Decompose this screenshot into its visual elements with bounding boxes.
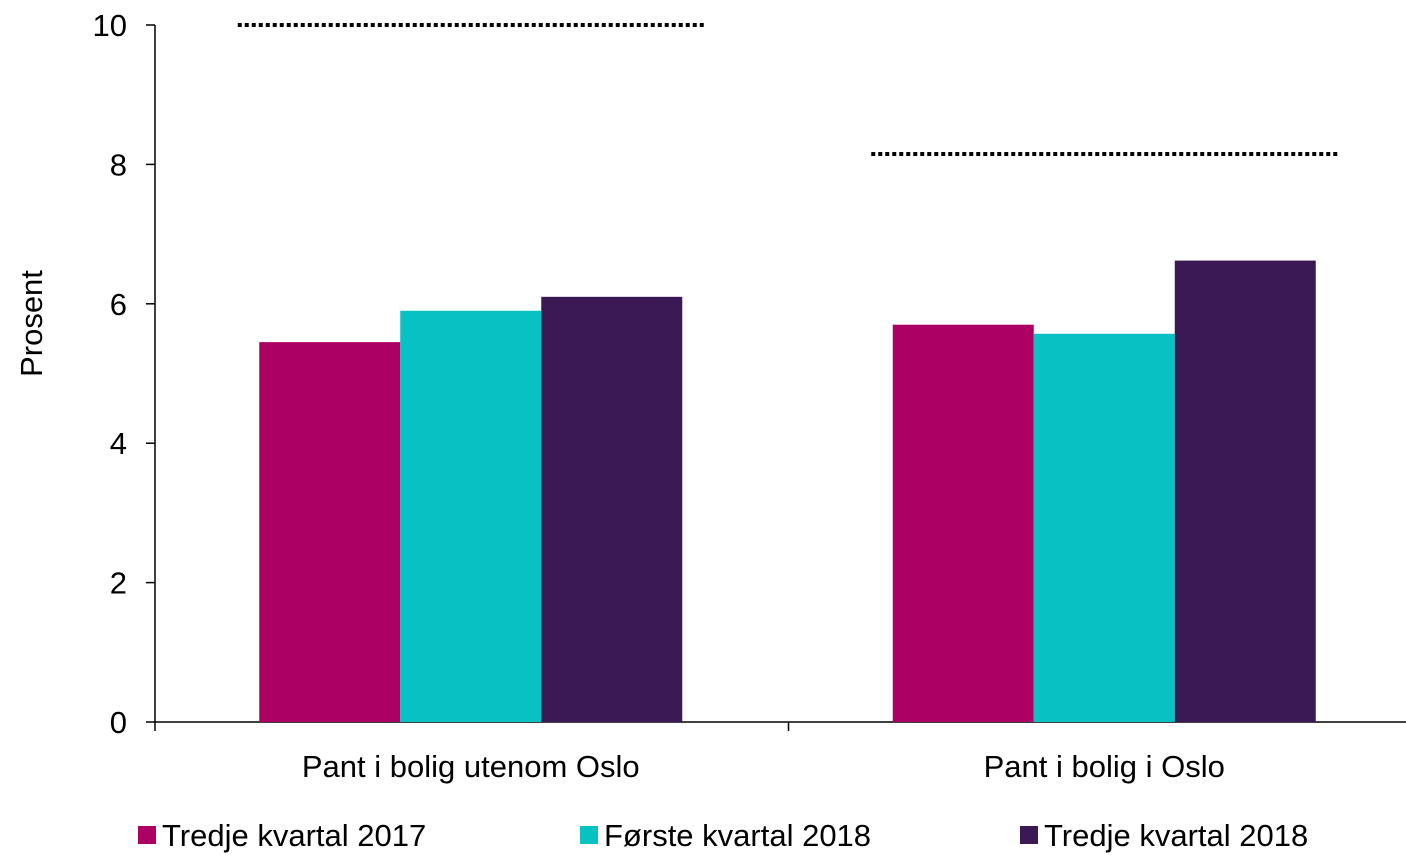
y-tick-label: 6 (110, 287, 127, 322)
legend: Tredje kvartal 2017 Første kvartal 2018 Tr… (138, 818, 1308, 853)
legend-label: Tredje kvartal 2018 (1044, 818, 1308, 853)
y-tick-label: 8 (110, 147, 127, 182)
bar (892, 324, 1034, 722)
bars-group (259, 260, 1316, 722)
y-ticks-group: 0 2 4 6 8 10 (93, 8, 155, 740)
bar (259, 342, 401, 722)
y-tick-label: 2 (110, 566, 127, 601)
legend-swatch (1020, 826, 1038, 844)
x-category-label: Pant i bolig utenom Oslo (302, 749, 640, 784)
legend-swatch (580, 826, 598, 844)
bar (400, 310, 542, 722)
legend-label: Første kvartal 2018 (604, 818, 871, 853)
bar (541, 296, 683, 722)
legend-label: Tredje kvartal 2017 (162, 818, 426, 853)
legend-swatch (138, 826, 156, 844)
x-category-label: Pant i bolig i Oslo (984, 749, 1225, 784)
y-tick-label: 10 (93, 8, 127, 43)
reference-lines-group (237, 23, 1338, 156)
y-tick-label: 0 (110, 705, 127, 740)
y-axis-title: Prosent (14, 270, 49, 377)
y-tick-label: 4 (110, 426, 127, 461)
bar (1033, 333, 1175, 722)
x-ticks-group: Pant i bolig utenom Oslo Pant i bolig i O… (154, 722, 1225, 784)
bar (1174, 260, 1316, 722)
